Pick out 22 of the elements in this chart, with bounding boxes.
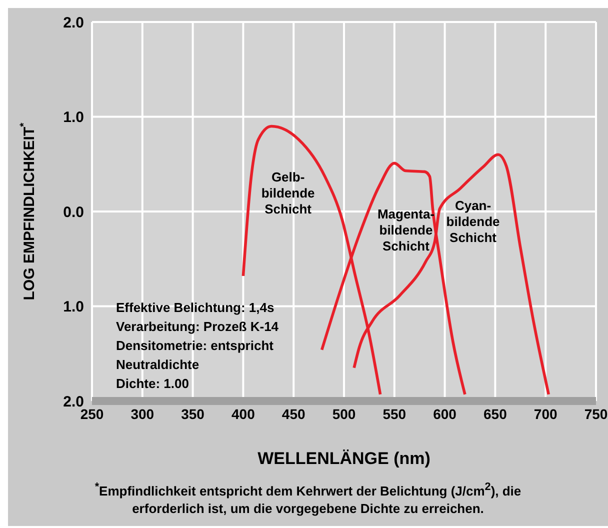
- annotation: Dichte: 1.00: [116, 375, 190, 393]
- annotation: Effektive Belichtung: 1,4s: [116, 299, 276, 317]
- annotation: Densitometrie: entspricht Neutraldichte: [116, 337, 274, 374]
- x-tick-label: 650: [484, 406, 508, 422]
- x-axis-title: WELLENLÄNGE (nm): [258, 449, 430, 468]
- x-tick-label: 300: [130, 406, 154, 422]
- annotation: Verarbeitung: Prozeß K-14: [116, 318, 280, 336]
- text: $^{*}$Empfindlichkeit entspricht dem Kehrwert der Belichtung (J/cm$^{2}$), die erforderlich ist, um die vorgegebene Dichte zu erreichen.: [94, 480, 522, 518]
- x-tick-label: 400: [232, 406, 256, 422]
- x-tick-label: 550: [382, 406, 406, 422]
- series-label: Gelb- bildende Schicht: [261, 170, 315, 217]
- series-label: Cyan- bildende Schicht: [446, 198, 500, 245]
- x-tick-label: 750: [584, 406, 608, 422]
- x-tick-label: 450: [282, 406, 306, 422]
- x-tick-label: 350: [181, 406, 205, 422]
- y-tick-label: 0.0: [63, 204, 84, 221]
- x-tick-label: 700: [534, 406, 558, 422]
- y-tick-label: 2.0: [63, 14, 84, 32]
- y-tick-label: 1.0: [63, 109, 84, 126]
- x-tick-label: 600: [433, 406, 457, 422]
- x-tick-label: 500: [332, 406, 356, 422]
- y-tick-label: 1.0: [63, 298, 84, 316]
